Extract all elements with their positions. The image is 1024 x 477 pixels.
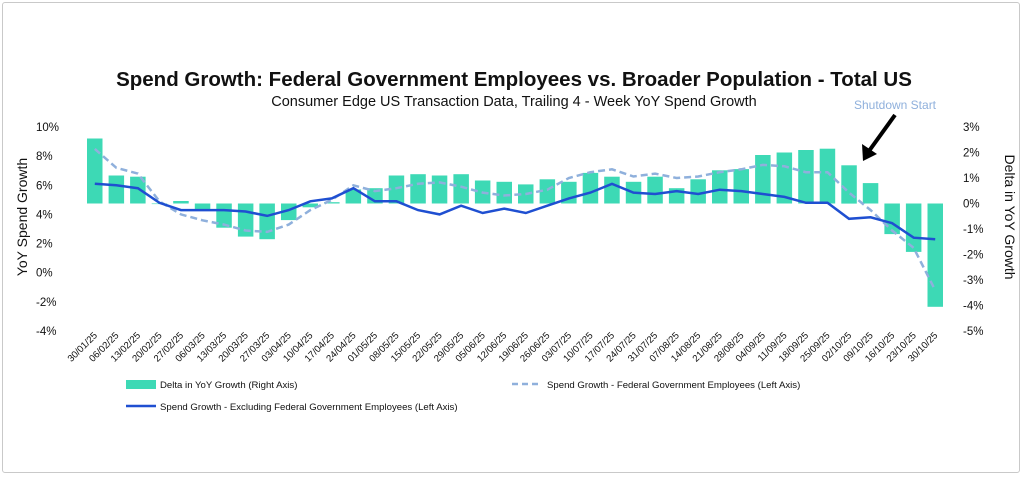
chart-subtitle: Consumer Edge US Transaction Data, Trail… [271, 94, 756, 110]
left-tick-label: 2% [36, 239, 53, 251]
delta-bar [604, 176, 620, 204]
excluding-federal-line [94, 182, 936, 241]
delta-bar [173, 201, 189, 204]
left-tick-label: 0% [36, 268, 53, 280]
delta-bar [87, 138, 103, 204]
shutdown-arrow-icon [862, 113, 897, 161]
right-tick-label: 0% [963, 199, 980, 211]
delta-bar [324, 202, 340, 204]
shutdown-start-annotation: Shutdown Start [854, 98, 937, 112]
delta-bar [496, 181, 512, 204]
right-tick-label: -3% [963, 275, 983, 287]
delta-bar [927, 203, 943, 307]
delta-bar [819, 148, 836, 204]
delta-bar [108, 175, 125, 204]
left-tick-label: 6% [36, 180, 53, 192]
delta-bar [130, 176, 146, 204]
right-tick-label: -2% [963, 250, 983, 262]
legend-bar-swatch [126, 380, 156, 389]
legend-label-federal: Spend Growth - Federal Government Employ… [547, 380, 800, 391]
delta-bar [539, 179, 556, 204]
spend-growth-chart: Spend Growth: Federal Government Employe… [14, 68, 1018, 413]
chart-title: Spend Growth: Federal Government Employe… [116, 68, 912, 91]
delta-bar [776, 152, 793, 204]
right-tick-label: -5% [963, 326, 983, 338]
delta-bar [712, 170, 728, 204]
delta-bar [388, 175, 405, 204]
left-axis-ticks: 10% 8% 6% 4% 2% 0% -2% -4% [36, 122, 59, 338]
right-axis-label: Delta in YoY Growth [1002, 154, 1018, 279]
delta-bar [410, 174, 426, 204]
right-tick-label: -4% [963, 301, 983, 313]
delta-bar [431, 175, 448, 204]
delta-bar [841, 165, 857, 204]
delta-bar [755, 155, 771, 204]
right-tick-label: 3% [963, 122, 980, 134]
delta-bar [259, 203, 275, 240]
left-tick-label: -2% [36, 297, 56, 309]
delta-bar [453, 174, 469, 204]
left-tick-label: 10% [36, 122, 59, 134]
delta-bar [345, 189, 362, 204]
federal-employees-line [93, 147, 937, 291]
right-tick-label: -1% [963, 224, 983, 236]
delta-bar [647, 176, 663, 204]
delta-bar [582, 172, 599, 204]
right-axis-ticks: 3% 2% 1% 0% -1% -2% -3% -4% -5% [963, 122, 983, 338]
delta-bar [194, 203, 211, 210]
legend-label-delta: Delta in YoY Growth (Right Axis) [160, 380, 297, 391]
delta-bar [302, 203, 318, 208]
delta-bar [690, 179, 706, 204]
delta-bar [862, 183, 879, 204]
delta-bar [798, 150, 814, 204]
left-tick-label: 4% [36, 209, 53, 221]
left-axis-label: YoY Spend Growth [14, 158, 30, 276]
delta-bar [905, 203, 922, 252]
x-axis-ticks: 30/01/2506/02/2513/02/2520/02/2527/02/25… [66, 330, 941, 364]
left-tick-label: 8% [36, 151, 53, 163]
right-tick-label: 2% [963, 148, 980, 160]
delta-bar [733, 169, 749, 204]
right-tick-label: 1% [963, 173, 980, 185]
legend-label-excluding: Spend Growth - Excluding Federal Governm… [160, 402, 458, 413]
legend: Delta in YoY Growth (Right Axis) Spend G… [126, 380, 800, 413]
left-tick-label: -4% [36, 326, 56, 338]
